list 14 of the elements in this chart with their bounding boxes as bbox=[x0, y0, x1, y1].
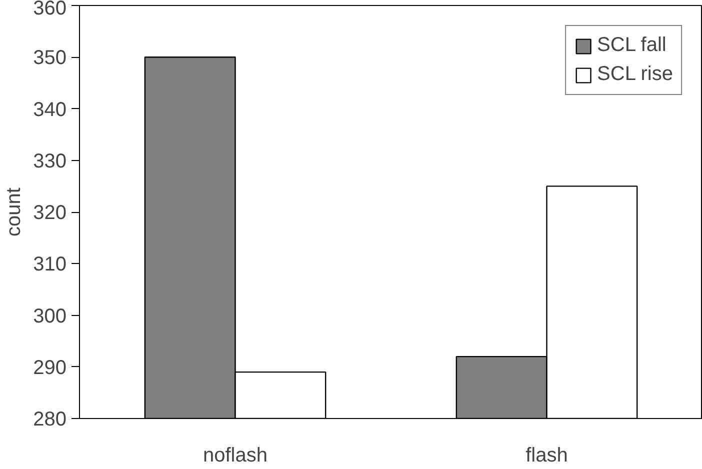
x-tick-label: noflash bbox=[203, 444, 268, 466]
y-tick-label: 340 bbox=[33, 98, 67, 121]
y-tick-label: 360 bbox=[33, 0, 67, 20]
y-tick-label: 320 bbox=[33, 202, 67, 224]
y-tick-label: 350 bbox=[33, 47, 67, 70]
y-tick-label: 290 bbox=[33, 356, 67, 379]
y-tick-label: 300 bbox=[33, 305, 67, 328]
legend-label: SCL fall bbox=[597, 34, 666, 57]
x-tick-label: flash bbox=[526, 444, 568, 466]
y-tick-label: 280 bbox=[33, 408, 67, 430]
legend-label: SCL rise bbox=[597, 63, 673, 86]
y-tick-label: 330 bbox=[33, 150, 67, 172]
y-tick-label: 310 bbox=[33, 254, 67, 276]
y-axis-title: count bbox=[3, 187, 26, 236]
